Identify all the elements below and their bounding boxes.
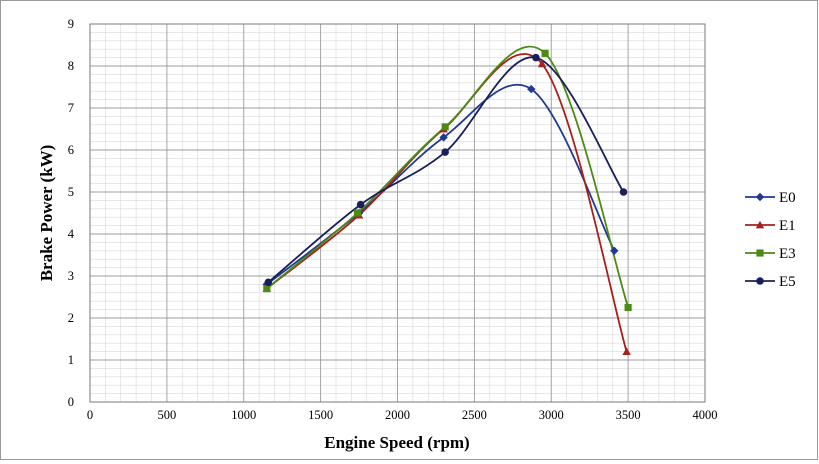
y-tick-label: 1 xyxy=(68,353,74,367)
x-tick-labels: 0 500 1000 1500 2000 2500 3000 3500 4000 xyxy=(87,408,718,422)
x-tick-label: 2500 xyxy=(462,408,487,422)
series-line-e5 xyxy=(267,56,625,283)
data-point-e3 xyxy=(353,209,362,217)
y-tick-labels: 0 1 2 3 4 5 6 7 8 9 xyxy=(68,17,75,409)
data-point-e5 xyxy=(264,278,273,287)
x-tick-label: 4000 xyxy=(693,408,718,422)
data-point-e1 xyxy=(537,59,547,68)
legend-label-e0: E0 xyxy=(779,190,796,206)
data-point-e3 xyxy=(624,303,632,312)
x-tick-label: 500 xyxy=(158,408,177,422)
data-point-e3 xyxy=(541,49,549,57)
legend-marker-e1 xyxy=(755,220,765,229)
x-axis-label: Engine Speed (rpm) xyxy=(324,433,469,452)
y-tick-label: 3 xyxy=(68,269,74,283)
y-axis-label: Brake Power (kW) xyxy=(37,145,56,282)
y-tick-label: 6 xyxy=(68,143,74,157)
series-line-e3 xyxy=(266,45,629,308)
legend-marker-e0 xyxy=(755,192,765,202)
data-point-e5 xyxy=(441,148,449,156)
data-point-e3 xyxy=(441,123,449,131)
legend-label-e3: E3 xyxy=(779,246,796,262)
y-tick-label: 8 xyxy=(68,59,74,73)
x-tick-label: 3500 xyxy=(616,408,641,422)
x-tick-label: 2000 xyxy=(385,408,410,422)
axes xyxy=(89,23,706,403)
y-tick-label: 2 xyxy=(68,311,74,325)
legend: E0 E1 E3 E5 xyxy=(745,190,796,290)
data-point-e0 xyxy=(610,246,619,255)
x-tick-label: 0 xyxy=(87,408,93,422)
y-tick-label: 9 xyxy=(68,17,74,31)
x-tick-label: 1500 xyxy=(308,408,333,422)
legend-marker-e5 xyxy=(756,277,764,285)
y-tick-label: 4 xyxy=(68,227,75,241)
data-point-e0 xyxy=(527,84,536,94)
legend-label-e1: E1 xyxy=(779,218,796,234)
y-tick-label: 0 xyxy=(68,395,74,409)
data-point-e0 xyxy=(439,133,448,142)
x-tick-label: 1000 xyxy=(231,408,256,422)
y-tick-label: 5 xyxy=(68,185,74,199)
y-tick-label: 7 xyxy=(68,101,74,115)
series-markers xyxy=(262,49,632,355)
data-point-e5 xyxy=(356,200,365,209)
x-tick-label: 3000 xyxy=(539,408,564,422)
plot-border xyxy=(89,23,706,403)
data-point-e5 xyxy=(619,188,628,196)
legend-label-e5: E5 xyxy=(779,274,796,290)
data-point-e1 xyxy=(622,347,631,355)
data-point-e5 xyxy=(532,53,540,62)
series-lines xyxy=(266,45,629,352)
data-point-e3 xyxy=(263,285,271,293)
legend-marker-e3 xyxy=(756,249,764,257)
